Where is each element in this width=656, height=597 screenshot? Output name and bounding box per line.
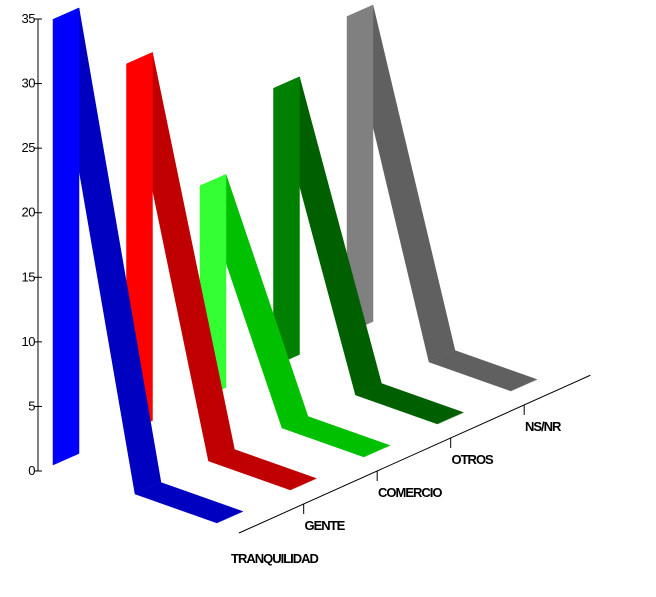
ribbon-seam bbox=[216, 511, 244, 524]
y-tick-label: 20 bbox=[22, 205, 36, 220]
depth-axis: TRANQUILIDAD GENTE COMERCIO OTROS NS/NR bbox=[231, 374, 591, 566]
ribbon-seam bbox=[437, 412, 464, 425]
y-axis: 0 5 10 15 20 25 30 35 bbox=[22, 11, 42, 478]
y-tick-label: 5 bbox=[28, 398, 35, 413]
y-tick-label: 15 bbox=[22, 269, 36, 284]
ribbon-seam bbox=[363, 445, 391, 458]
category-label: COMERCIO bbox=[378, 485, 442, 500]
y-tick-label: 0 bbox=[28, 463, 35, 478]
ribbon-top-face bbox=[281, 416, 391, 458]
category-label: GENTE bbox=[305, 518, 346, 533]
ribbon-side-face bbox=[52, 7, 80, 466]
y-tick-label: 30 bbox=[22, 76, 36, 91]
ribbon-top-face bbox=[207, 449, 318, 491]
y-tick-label: 25 bbox=[22, 140, 36, 155]
ribbon-seam bbox=[290, 478, 317, 491]
ribbons bbox=[52, 4, 538, 524]
depth-axis-line bbox=[238, 374, 591, 534]
ribbon-top-face bbox=[354, 383, 465, 425]
category-label: TRANQUILIDAD bbox=[231, 551, 319, 566]
series-ribbon bbox=[346, 4, 538, 392]
ribbon-side-face bbox=[273, 76, 300, 367]
series-ribbon bbox=[273, 76, 465, 425]
ribbon-top-face bbox=[134, 482, 244, 524]
y-tick-label: 35 bbox=[22, 11, 36, 26]
series-ribbon bbox=[52, 7, 244, 524]
category-label: NS/NR bbox=[525, 419, 562, 434]
ribbon-top-face bbox=[428, 350, 538, 392]
ribbon-seam bbox=[510, 379, 538, 392]
y-tick-label: 10 bbox=[22, 334, 36, 349]
category-label: OTROS bbox=[452, 452, 495, 467]
